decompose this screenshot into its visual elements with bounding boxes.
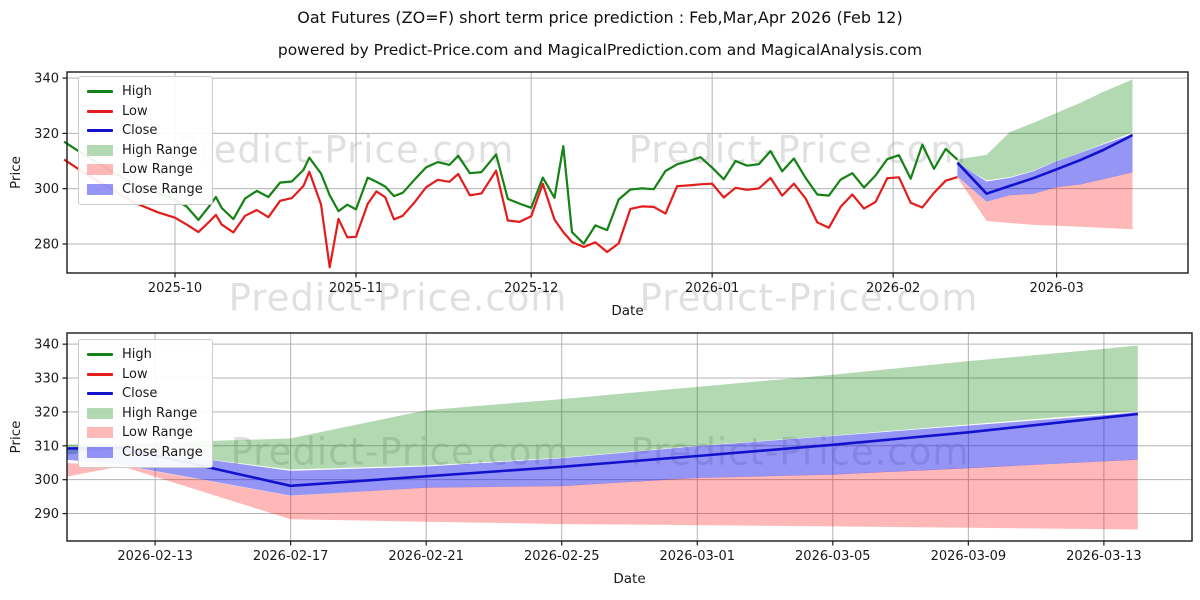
legend-label: Low [122, 366, 148, 382]
chart-subtitle: powered by Predict-Price.com and Magical… [277, 41, 923, 59]
low-range-band [957, 172, 1133, 230]
legend-item-close-range: Close Range [87, 180, 203, 200]
x-tick-label: 2026-02-13 [117, 549, 193, 564]
legend-label: Close Range [122, 181, 203, 197]
plot-border [66, 71, 1189, 274]
legend-label: High Range [122, 405, 198, 421]
close-prediction-line [956, 133, 1134, 195]
watermark: Predict-Price.com [231, 431, 570, 474]
legend-item-high-range: High Range [87, 141, 203, 161]
low-line [63, 158, 958, 269]
x-tick-label: 2026-03 [1029, 281, 1083, 296]
x-tick-label: 2026-02 [866, 281, 920, 296]
plot-border [66, 332, 1193, 542]
legend-label: Low Range [122, 162, 193, 178]
legend-label: Close [122, 123, 158, 139]
legend-item-low-range: Low Range [87, 160, 203, 180]
legend-swatch [87, 407, 113, 419]
y-tick-label: 340 [34, 72, 59, 87]
legend-item-low: Low [87, 102, 203, 122]
legend-label: High [122, 84, 152, 100]
legend-swatch [87, 164, 113, 176]
legend-swatch [87, 183, 113, 195]
legend-item-close: Close [87, 384, 203, 404]
y-tick-label: 290 [34, 507, 59, 522]
x-tick-label: 2026-03-05 [795, 549, 871, 564]
legend-item-low: Low [87, 365, 203, 385]
x-tick-label: 2026-03-13 [1066, 549, 1142, 564]
legend-swatch [87, 109, 113, 113]
legend-item-low-range: Low Range [87, 423, 203, 443]
watermark: Predict-Price.com [228, 276, 568, 320]
y-axis-label: Price [8, 421, 24, 454]
legend-label: High Range [122, 142, 198, 158]
legend-swatch [87, 372, 113, 376]
x-tick-label: 2026-02-17 [253, 549, 329, 564]
y-tick-label: 310 [34, 439, 59, 454]
legend-item-close: Close [87, 121, 203, 141]
x-tick-label: 2026-03-01 [659, 549, 735, 564]
legend-item-high-range: High Range [87, 404, 203, 424]
legend: High Low Close High Range Low Range Close Ran… [78, 76, 213, 205]
watermark: Predict-Price.com [175, 128, 515, 172]
legend-item-high: High [87, 82, 203, 102]
legend-swatch [87, 446, 113, 458]
legend-item-close-range: Close Range [87, 443, 203, 463]
y-tick-label: 320 [34, 127, 59, 142]
high-range-band [67, 345, 1138, 470]
legend-label: Low [122, 103, 148, 119]
x-axis-label: Date [613, 571, 645, 587]
x-tick-label: 2025-11 [329, 281, 383, 296]
y-axis-label: Price [8, 156, 24, 189]
x-tick-label: 2026-02-25 [524, 549, 600, 564]
x-axis-label: Date [611, 303, 643, 319]
watermark: Predict-Price.com [639, 276, 979, 320]
legend-swatch [87, 392, 113, 396]
close-range-band [957, 133, 1133, 202]
x-tick-label: 2025-12 [504, 281, 558, 296]
y-tick-label: 330 [34, 372, 59, 387]
chart-title: Oat Futures (ZO=F) short term price pred… [297, 8, 903, 27]
legend-swatch [87, 129, 113, 133]
legend-swatch [87, 90, 113, 94]
legend-swatch [87, 144, 113, 156]
legend-label: Close Range [122, 444, 203, 460]
y-tick-label: 300 [34, 182, 59, 197]
x-tick-label: 2026-02-21 [388, 549, 464, 564]
x-tick-label: 2026-03-09 [931, 549, 1007, 564]
x-tick-label: 2025-10 [148, 281, 202, 296]
low-range-band [67, 459, 1138, 530]
y-tick-label: 340 [34, 338, 59, 353]
legend-swatch [87, 353, 113, 357]
legend-swatch [87, 427, 113, 439]
high-range-band [957, 79, 1133, 181]
legend-item-high: High [87, 345, 203, 365]
x-tick-label: 2026-01 [685, 281, 739, 296]
y-tick-label: 300 [34, 473, 59, 488]
legend-label: Close [122, 386, 158, 402]
legend-label: High [122, 347, 152, 363]
y-tick-label: 320 [34, 405, 59, 420]
close-range-band [67, 412, 1138, 496]
y-tick-label: 280 [34, 237, 59, 252]
legend-label: Low Range [122, 425, 193, 441]
legend: High Low Close High Range Low Range Close Ran… [78, 339, 213, 468]
high-line [63, 140, 959, 245]
